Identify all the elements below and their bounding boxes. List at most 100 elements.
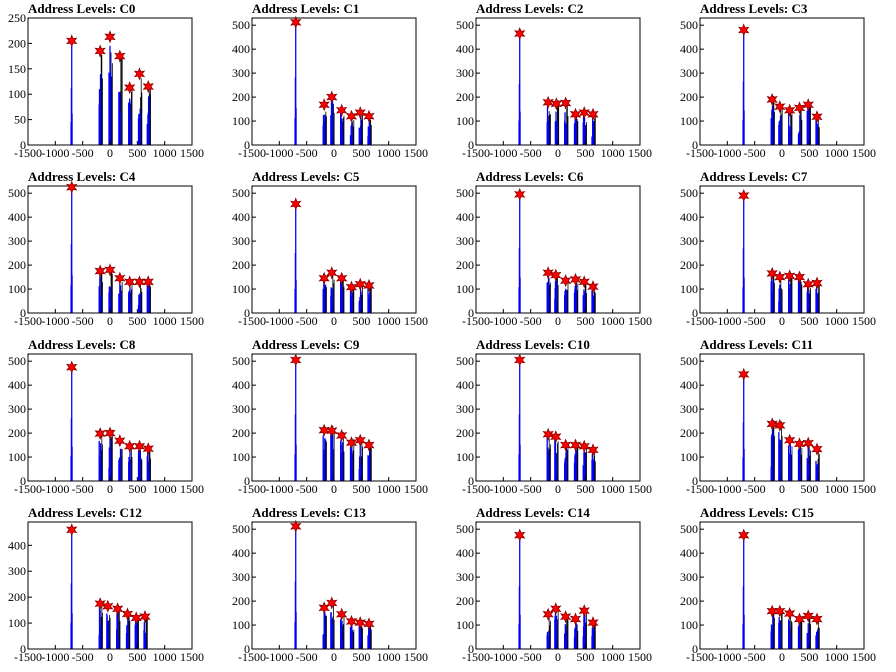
peak-marker [133, 439, 146, 453]
y-tick-label: 100 [680, 282, 698, 296]
peak-marker [335, 607, 348, 621]
x-tick-label: 0 [555, 314, 561, 328]
peak-marker [354, 106, 366, 120]
chart-title: Address Levels: C5 [252, 169, 360, 184]
peak-marker [766, 604, 778, 618]
y-tick-label: 100 [232, 114, 250, 128]
peak-marker [559, 96, 572, 110]
x-tick-label: -1500 [14, 482, 42, 496]
y-tick-label: 500 [8, 186, 26, 200]
y-tick-label: 100 [8, 282, 26, 296]
x-tick-label: 1000 [601, 314, 625, 328]
peak-marker [802, 98, 814, 112]
peak-marker [326, 90, 338, 104]
peak-marker [542, 427, 554, 441]
peak-marker [793, 101, 806, 115]
y-tick-label: 100 [232, 618, 250, 632]
histogram-series [70, 42, 151, 145]
y-tick-label: 100 [232, 450, 250, 464]
y-tick-label: 400 [232, 42, 250, 56]
y-tick-label: 400 [456, 378, 474, 392]
peak-marker [363, 617, 375, 631]
x-tick-label: 1000 [377, 650, 401, 664]
y-tick-label: 300 [680, 66, 698, 80]
y-tick-label: 300 [232, 234, 250, 248]
histogram-series [518, 196, 596, 313]
x-tick-label: 500 [128, 146, 146, 160]
peak-marker [354, 433, 366, 447]
x-tick-label: 1500 [852, 482, 876, 496]
x-tick-label: 1000 [825, 314, 849, 328]
chart-panel: Address Levels: C0 0 50 100 150 200 250 -1500 -1… [8, 1, 204, 160]
peak-marker [578, 439, 590, 453]
y-tick-label: 0 [468, 306, 474, 320]
peak-marker [514, 528, 526, 542]
x-tick-label: 500 [128, 650, 146, 664]
x-tick-label: -500 [72, 314, 94, 328]
x-tick-label: -500 [744, 146, 766, 160]
y-tick-label: 500 [680, 354, 698, 368]
x-tick-label: -1000 [41, 146, 69, 160]
peak-marker [354, 277, 366, 291]
histogram-series [742, 376, 820, 481]
chart-title: Address Levels: C7 [700, 169, 808, 184]
y-tick-label: 200 [456, 258, 474, 272]
x-tick-label: 0 [331, 650, 337, 664]
peak-marker [121, 607, 134, 621]
y-tick-label: 300 [8, 234, 26, 248]
chart-panel: Address Levels: C50100200300400500-1500-… [232, 169, 428, 328]
peak-marker [326, 596, 338, 610]
y-tick-label: 500 [680, 186, 698, 200]
peak-marker [345, 109, 358, 123]
peak-marker [114, 271, 126, 285]
chart-title: Address Levels: C11 [700, 337, 813, 352]
x-tick-label: -500 [72, 482, 94, 496]
x-tick-label: 1000 [153, 650, 177, 664]
x-tick-label: 0 [555, 482, 561, 496]
y-tick-label: 100 [456, 114, 474, 128]
y-tick-label: 0 [20, 138, 26, 152]
chart-panel: Address Levels: C10100200300400500-1500-… [232, 1, 428, 160]
peak-marker [94, 426, 106, 441]
y-tick-label: 400 [680, 210, 698, 224]
peak-marker [345, 614, 358, 629]
y-tick-label: 400 [456, 546, 474, 560]
x-tick-label: 1500 [404, 482, 428, 496]
y-tick-label: 100 [680, 114, 698, 128]
chart-title: Address Levels: C10 [476, 337, 590, 352]
y-tick-label: 200 [456, 90, 474, 104]
peak-marker [94, 597, 106, 611]
histogram-series [742, 32, 820, 145]
chart-panel: Address Levels: C12 0 100 200 300 400 -1500 -10… [8, 505, 204, 664]
chart-title: Address Levels: C8 [28, 337, 136, 352]
peak-marker [345, 280, 358, 294]
x-tick-label: -500 [296, 314, 318, 328]
y-tick-label: 500 [456, 18, 474, 32]
x-tick-label: 1500 [404, 314, 428, 328]
y-tick-label: 400 [680, 42, 698, 56]
x-tick-label: 500 [352, 146, 370, 160]
x-tick-label: -500 [744, 650, 766, 664]
peak-marker [542, 266, 554, 280]
peak-marker [290, 197, 302, 211]
x-tick-label: -1000 [41, 650, 69, 664]
y-tick-label: 400 [232, 210, 250, 224]
peak-marker [123, 439, 136, 453]
chart-panel: Address Levels: C13 0 100 200 300 400 500 -1500… [232, 505, 428, 664]
x-tick-label: -1500 [686, 146, 714, 160]
y-tick-label: 400 [8, 538, 26, 552]
peak-marker [363, 438, 375, 452]
y-tick-label: 200 [680, 594, 698, 608]
chart-panel: Address Levels: C11 0 100 200 300 400 500 -1500… [680, 337, 876, 496]
y-tick-label: 100 [456, 282, 474, 296]
y-tick-label: 100 [8, 616, 26, 630]
x-tick-label: 1500 [404, 650, 428, 664]
peak-marker [578, 275, 590, 289]
x-tick-label: 500 [352, 314, 370, 328]
y-tick-label: 0 [20, 306, 26, 320]
chart-title: Address Levels: C13 [252, 505, 366, 520]
y-tick-label: 400 [232, 378, 250, 392]
histogram-series [70, 532, 148, 649]
x-tick-label: 1500 [180, 314, 204, 328]
